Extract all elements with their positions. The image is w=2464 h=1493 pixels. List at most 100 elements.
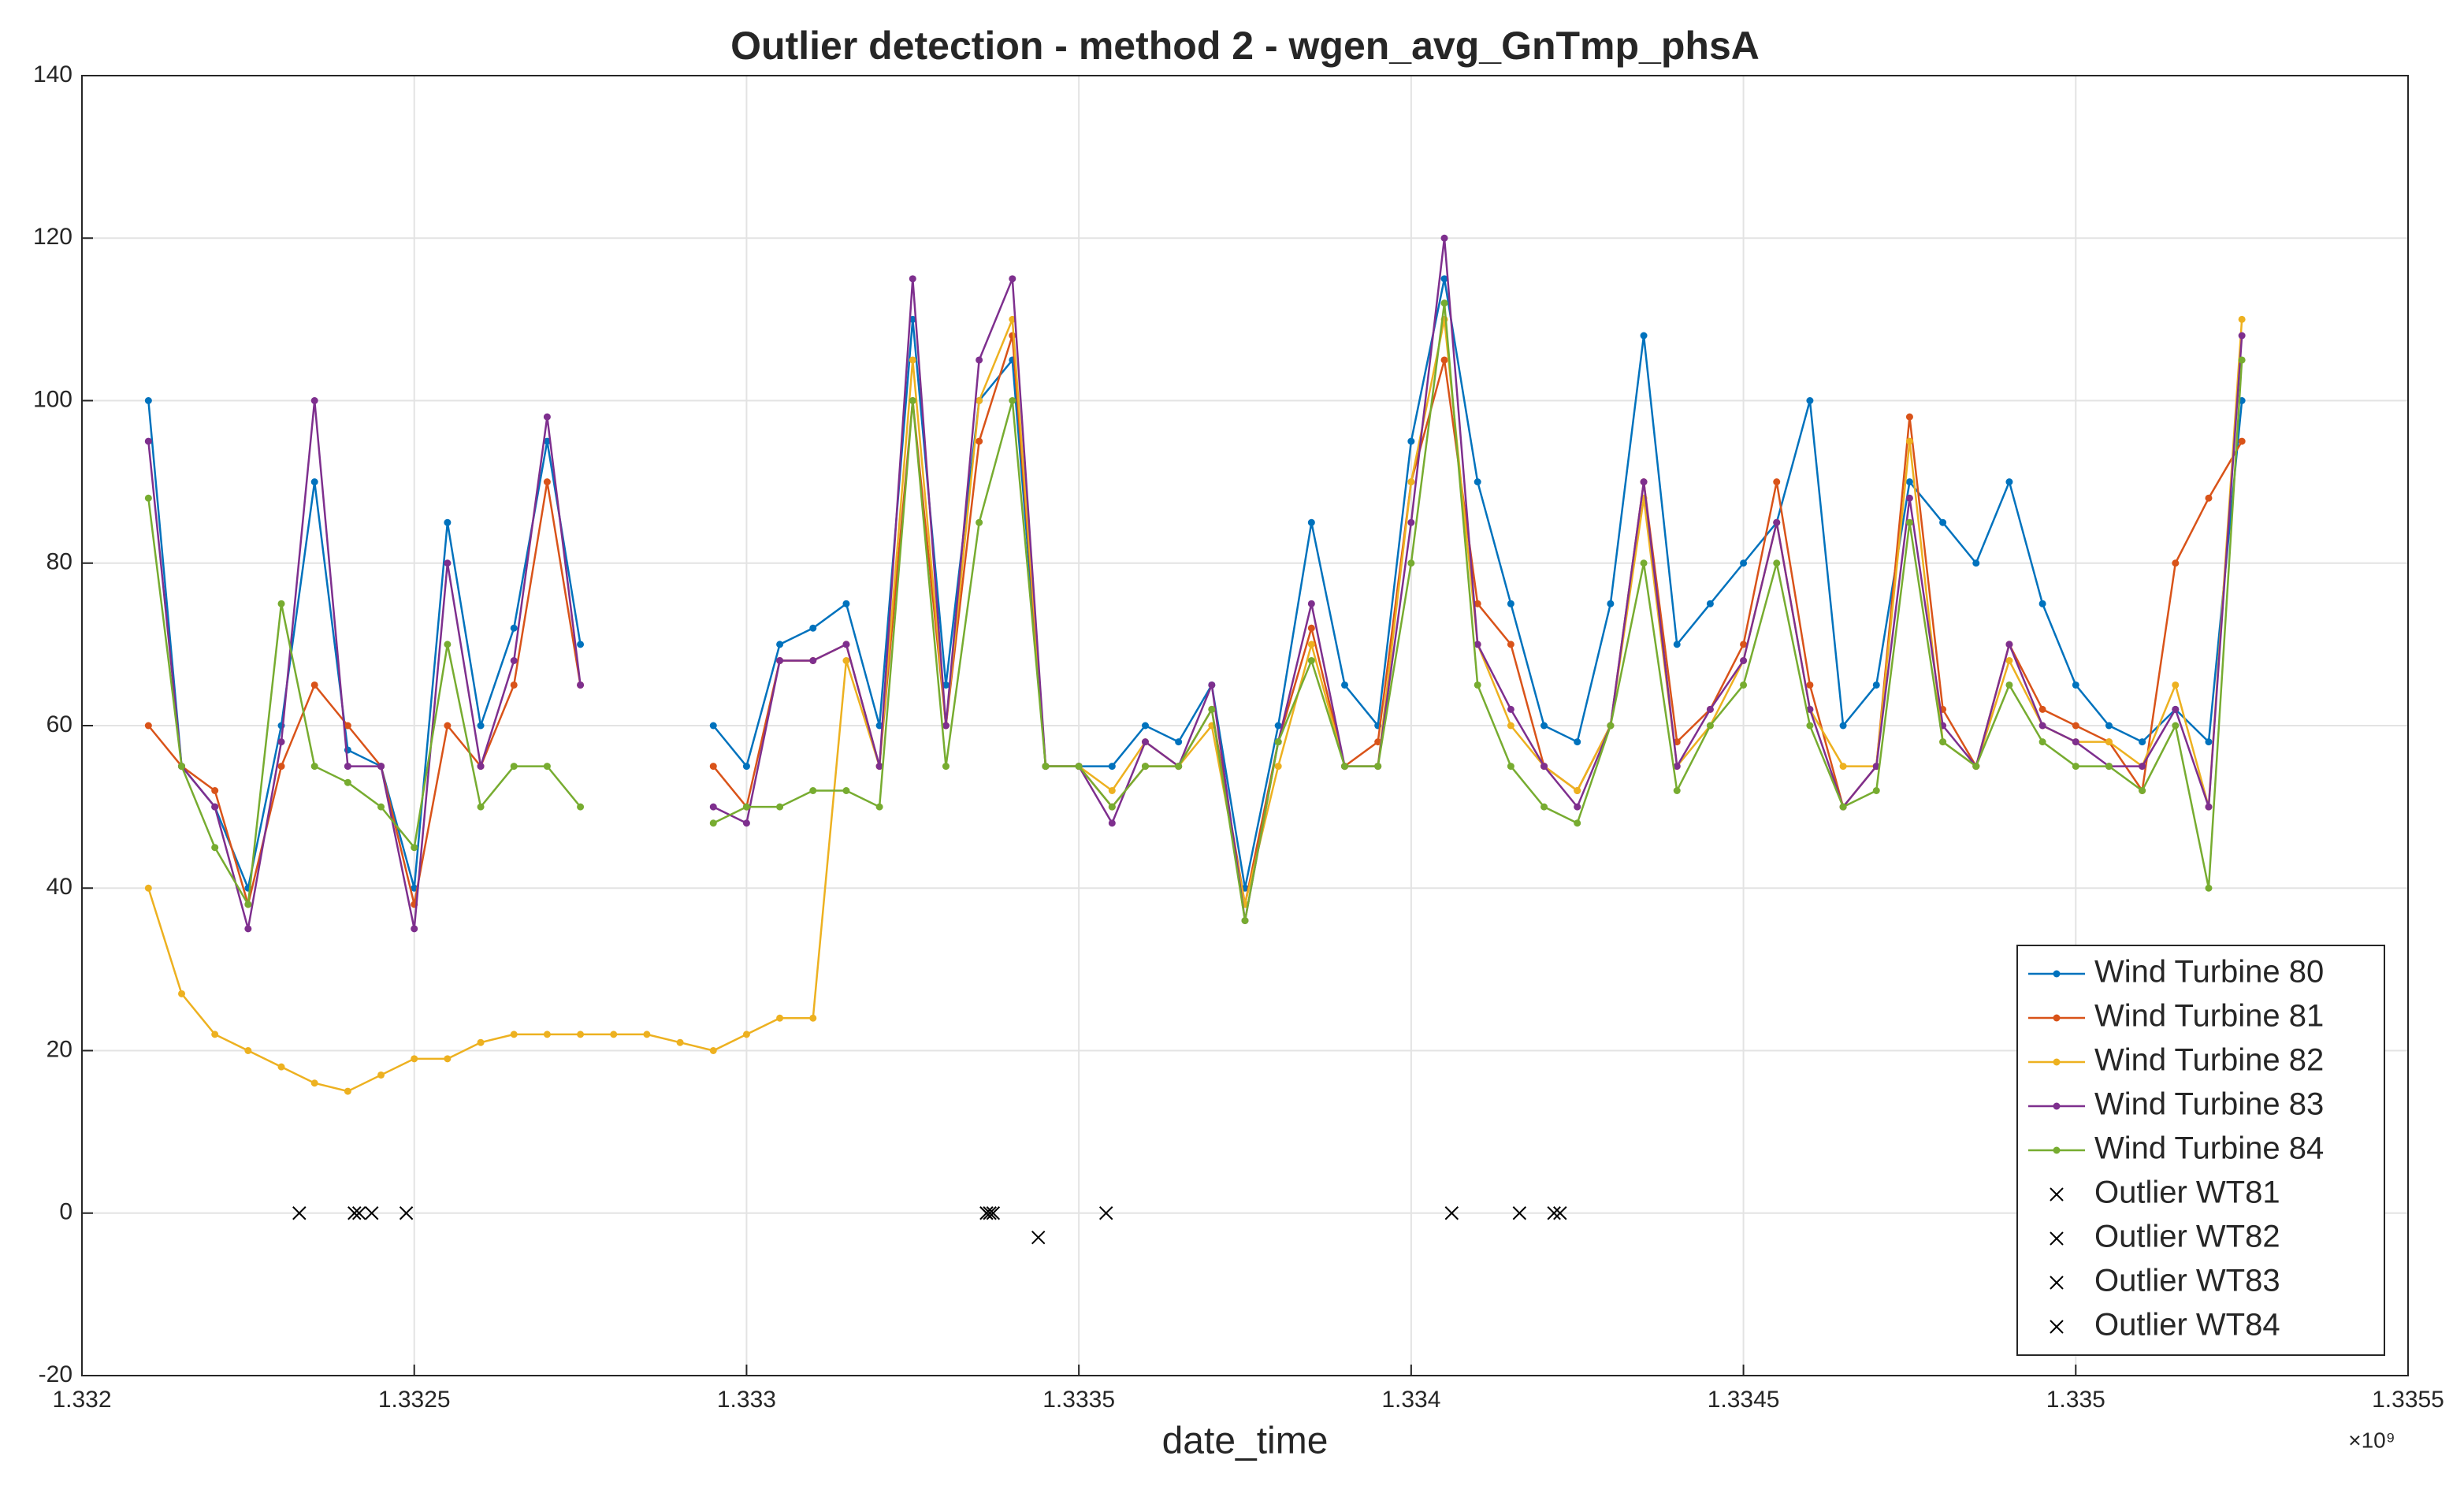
data-point [1972, 763, 1980, 771]
legend-label: Wind Turbine 84 [2094, 1131, 2324, 1166]
x-tick-label: 1.3355 [2372, 1387, 2444, 1413]
data-point [1507, 705, 1514, 713]
data-point [1307, 624, 1315, 632]
data-point [1440, 299, 1448, 307]
data-point [842, 657, 850, 664]
outlier-marker [1553, 1206, 1567, 1220]
data-point [1507, 763, 1514, 771]
data-point [709, 722, 717, 730]
data-point [477, 763, 485, 771]
data-point [709, 1047, 717, 1054]
series-line [147, 318, 2243, 1093]
y-tick-label: -20 [39, 1361, 72, 1387]
data-point [1075, 763, 1083, 771]
data-point [742, 763, 750, 771]
legend-symbol [2050, 1231, 2064, 1246]
data-point [709, 803, 717, 811]
y-tick-label: 0 [59, 1199, 72, 1225]
data-point [377, 1071, 385, 1079]
x-tick-label: 1.334 [1381, 1387, 1440, 1413]
data-point [809, 624, 817, 632]
data-point [1872, 681, 1880, 689]
data-point [344, 722, 351, 730]
data-point [1507, 600, 1514, 607]
data-point [776, 803, 784, 811]
data-point [1905, 518, 1913, 526]
data-point [976, 397, 983, 404]
data-point [577, 1031, 585, 1038]
outlier-marker [986, 1206, 1001, 1220]
data-point [310, 763, 318, 771]
outlier-marker [347, 1206, 362, 1220]
data-point [1905, 437, 1913, 445]
data-point [510, 624, 518, 632]
data-point [1673, 787, 1681, 794]
legend-symbol [2053, 1146, 2061, 1154]
data-point [1706, 600, 1714, 607]
data-point [1474, 600, 1481, 607]
data-point [2238, 437, 2246, 445]
legend-label: Wind Turbine 83 [2094, 1087, 2324, 1122]
data-point [377, 803, 385, 811]
data-point [1839, 763, 1847, 771]
data-point [976, 437, 983, 445]
data-point [2205, 494, 2213, 502]
data-point [1673, 763, 1681, 771]
data-point [1839, 803, 1847, 811]
data-point [1175, 763, 1183, 771]
series [144, 315, 2246, 1095]
x-tick-label: 1.3345 [1708, 1387, 1780, 1413]
data-point [510, 657, 518, 664]
y-tick-label: 80 [46, 549, 72, 575]
data-point [1673, 641, 1681, 648]
outlier-marker [1512, 1206, 1527, 1220]
data-point [1706, 722, 1714, 730]
data-point [477, 803, 485, 811]
data-point [776, 641, 784, 648]
x-tick-label: 1.3335 [1042, 1387, 1115, 1413]
data-point [1274, 738, 1282, 746]
data-point [1806, 722, 1814, 730]
y-tick-label: 40 [46, 874, 72, 900]
y-tick-label: 140 [33, 61, 72, 87]
data-point [1939, 518, 1947, 526]
data-point [1773, 518, 1781, 526]
data-point [709, 763, 717, 771]
data-point [144, 884, 152, 892]
data-point [1175, 738, 1183, 746]
data-point [842, 787, 850, 794]
data-point [2172, 722, 2180, 730]
legend-label: Wind Turbine 81 [2094, 999, 2324, 1034]
data-point [1540, 722, 1548, 730]
data-point [277, 600, 285, 607]
data-point [344, 763, 351, 771]
data-point [1108, 819, 1116, 827]
data-point [1141, 722, 1149, 730]
data-point [444, 559, 452, 567]
data-point [2072, 738, 2079, 746]
data-point [1806, 397, 1814, 404]
data-point [610, 1031, 618, 1038]
series-line [147, 481, 582, 908]
data-point [1307, 518, 1315, 526]
data-point [178, 990, 186, 997]
legend-symbol [2050, 1320, 2064, 1334]
data-point [742, 1031, 750, 1038]
x-axis-label: date_time [1162, 1421, 1329, 1462]
data-point [477, 722, 485, 730]
data-point [842, 600, 850, 607]
legend-label: Outlier WT81 [2094, 1175, 2280, 1210]
data-point [1939, 738, 1947, 746]
data-point [2105, 763, 2113, 771]
data-point [1806, 681, 1814, 689]
data-point [244, 925, 252, 933]
legend-symbol [2053, 1014, 2061, 1022]
data-point [1407, 478, 1415, 486]
data-point [1574, 819, 1581, 827]
data-point [1307, 600, 1315, 607]
data-point [1307, 657, 1315, 664]
data-point [1009, 397, 1016, 404]
data-point [1407, 437, 1415, 445]
